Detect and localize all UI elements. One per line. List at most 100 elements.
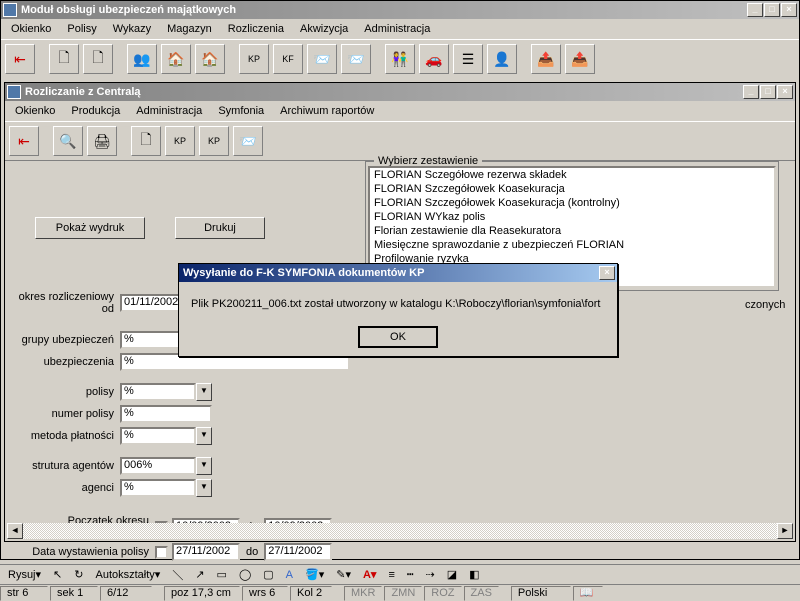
menu-rozliczenia[interactable]: Rozliczenia [222, 21, 290, 37]
3d-icon[interactable]: ◧ [465, 566, 483, 584]
dash-icon[interactable]: ┅ [403, 566, 418, 584]
send1-icon[interactable]: 📨 [307, 44, 337, 74]
main-toolbar: ⇤ 🗋 🗋 👥 🏠 🏠 KP KF 📨 📨 👫 🚗 ☰ 👤 📤 📤 [1, 39, 799, 78]
doc2-icon[interactable]: 🗋 [83, 44, 113, 74]
cmenu-okienko[interactable]: Okienko [9, 103, 61, 119]
scroll-right-button[interactable]: ► [777, 523, 793, 539]
dialog-ok-button[interactable]: OK [358, 326, 438, 348]
input-policies[interactable]: % [120, 383, 196, 401]
kp2-icon[interactable]: KP [165, 126, 195, 156]
cmenu-archiwum[interactable]: Archiwum raportów [274, 103, 380, 119]
line-weight-icon[interactable]: ≡ [384, 566, 398, 584]
kp-icon[interactable]: KP [239, 44, 269, 74]
textbox-icon[interactable]: ▢ [259, 566, 277, 584]
close-button[interactable]: × [781, 3, 797, 17]
dialog-close-button[interactable]: × [599, 266, 615, 280]
child-app-icon [7, 85, 21, 99]
menu-wykazy[interactable]: Wykazy [107, 21, 157, 37]
people-icon[interactable]: 👥 [127, 44, 157, 74]
fill-icon[interactable]: 🪣▾ [301, 566, 328, 584]
car-icon[interactable]: 🚗 [419, 44, 449, 74]
cmenu-symfonia[interactable]: Symfonia [212, 103, 270, 119]
child-titlebar: Rozliczanie z Centralą _ □ × [5, 83, 795, 101]
person-icon[interactable]: 👤 [487, 44, 517, 74]
child-maximize-button[interactable]: □ [760, 85, 776, 99]
input-pay-method[interactable]: % [120, 427, 196, 445]
list-item[interactable]: Florian zestawienie dla Reasekuratora [370, 224, 774, 238]
kf-icon[interactable]: KF [273, 44, 303, 74]
status-lang: Polski [511, 586, 571, 601]
maximize-button[interactable]: □ [764, 3, 780, 17]
minimize-button[interactable]: _ [747, 3, 763, 17]
dialog-title: Wysyłanie do F-K SYMFONIA dokumentów KP [181, 267, 599, 279]
status-line: wrs 6 [242, 586, 288, 601]
arrow-style-icon[interactable]: ⇢ [422, 566, 439, 584]
pointer-icon[interactable]: ↖ [49, 566, 66, 584]
rect-icon[interactable]: ▭ [213, 566, 231, 584]
doc-icon[interactable]: 🗋 [131, 126, 161, 156]
doc1-icon[interactable]: 🗋 [49, 44, 79, 74]
drop-agent-struct[interactable]: ▼ [196, 457, 212, 475]
oval-icon[interactable]: ◯ [235, 566, 255, 584]
print-button[interactable]: Drukuj [175, 217, 265, 239]
export1-icon[interactable]: 📤 [531, 44, 561, 74]
label-groups: grupy ubezpieczeń [5, 334, 120, 346]
list-item[interactable]: Miesięczne sprawozdanie z ubezpieczeń FL… [370, 238, 774, 252]
kp3-icon[interactable]: KP [199, 126, 229, 156]
label-agent-struct: strutura agentów [5, 460, 120, 472]
draw-menu[interactable]: Rysuj ▾ [4, 566, 45, 584]
child-close-button[interactable]: × [777, 85, 793, 99]
input-issue-to[interactable]: 27/11/2002 [264, 543, 332, 561]
drop-policies[interactable]: ▼ [196, 383, 212, 401]
scroll-track[interactable] [23, 523, 777, 539]
font-color-icon[interactable]: A▾ [359, 566, 380, 584]
input-issue-from[interactable]: 27/11/2002 [172, 543, 240, 561]
status-pages: 6/12 [100, 586, 152, 601]
cmenu-administracja[interactable]: Administracja [130, 103, 208, 119]
status-roz: ROZ [424, 586, 461, 601]
child-minimize-button[interactable]: _ [743, 85, 759, 99]
line-color-icon[interactable]: ✎▾ [332, 566, 355, 584]
drop-pay-method[interactable]: ▼ [196, 427, 212, 445]
send3-icon[interactable]: 📨 [233, 126, 263, 156]
print-icon[interactable]: 🖨 [87, 126, 117, 156]
list-icon[interactable]: ☰ [453, 44, 483, 74]
drop-agents[interactable]: ▼ [196, 479, 212, 497]
input-policy-num[interactable]: % [120, 405, 212, 423]
child-title: Rozliczanie z Centralą [25, 86, 743, 98]
line-icon[interactable]: ＼ [168, 566, 187, 584]
menu-administracja[interactable]: Administracja [358, 21, 436, 37]
menu-akwizycja[interactable]: Akwizycja [294, 21, 354, 37]
child-scrollbar[interactable]: ◄ ► [7, 523, 793, 539]
preview-button[interactable]: Pokaż wydruk [35, 217, 145, 239]
message-dialog: Wysyłanie do F-K SYMFONIA dokumentów KP … [178, 263, 618, 357]
preview-icon[interactable]: 🔍 [53, 126, 83, 156]
shadow-icon[interactable]: ◪ [443, 566, 461, 584]
people2-icon[interactable]: 👫 [385, 44, 415, 74]
input-agent-struct[interactable]: 006% [120, 457, 196, 475]
list-item[interactable]: FLORIAN WYkaz polis [370, 210, 774, 224]
arrow-icon[interactable]: ↗ [191, 566, 208, 584]
cmenu-produkcja[interactable]: Produkcja [65, 103, 126, 119]
export2-icon[interactable]: 📤 [565, 44, 595, 74]
status-sec: sek 1 [50, 586, 98, 601]
list-item[interactable]: FLORIAN Szczegółowek Koasekuracja [370, 182, 774, 196]
exit-icon[interactable]: ⇤ [5, 44, 35, 74]
scroll-left-button[interactable]: ◄ [7, 523, 23, 539]
house1-icon[interactable]: 🏠 [161, 44, 191, 74]
send2-icon[interactable]: 📨 [341, 44, 371, 74]
input-agents[interactable]: % [120, 479, 196, 497]
menu-okienko[interactable]: Okienko [5, 21, 57, 37]
list-item[interactable]: FLORIAN Szczegółowek Koasekuracja (kontr… [370, 196, 774, 210]
cexit-icon[interactable]: ⇤ [9, 126, 39, 156]
check-issue-date[interactable] [155, 546, 168, 559]
label-pay-method: metoda płatności [5, 430, 120, 442]
menu-magazyn[interactable]: Magazyn [161, 21, 218, 37]
autoshapes-menu[interactable]: Autokształty ▾ [91, 566, 164, 584]
wordart-icon[interactable]: A [282, 566, 297, 584]
main-menubar: Okienko Polisy Wykazy Magazyn Rozliczeni… [1, 19, 799, 39]
rotate-icon[interactable]: ↻ [70, 566, 87, 584]
house2-icon[interactable]: 🏠 [195, 44, 225, 74]
menu-polisy[interactable]: Polisy [61, 21, 102, 37]
list-item[interactable]: FLORIAN Sczegółowe rezerwa składek [370, 168, 774, 182]
